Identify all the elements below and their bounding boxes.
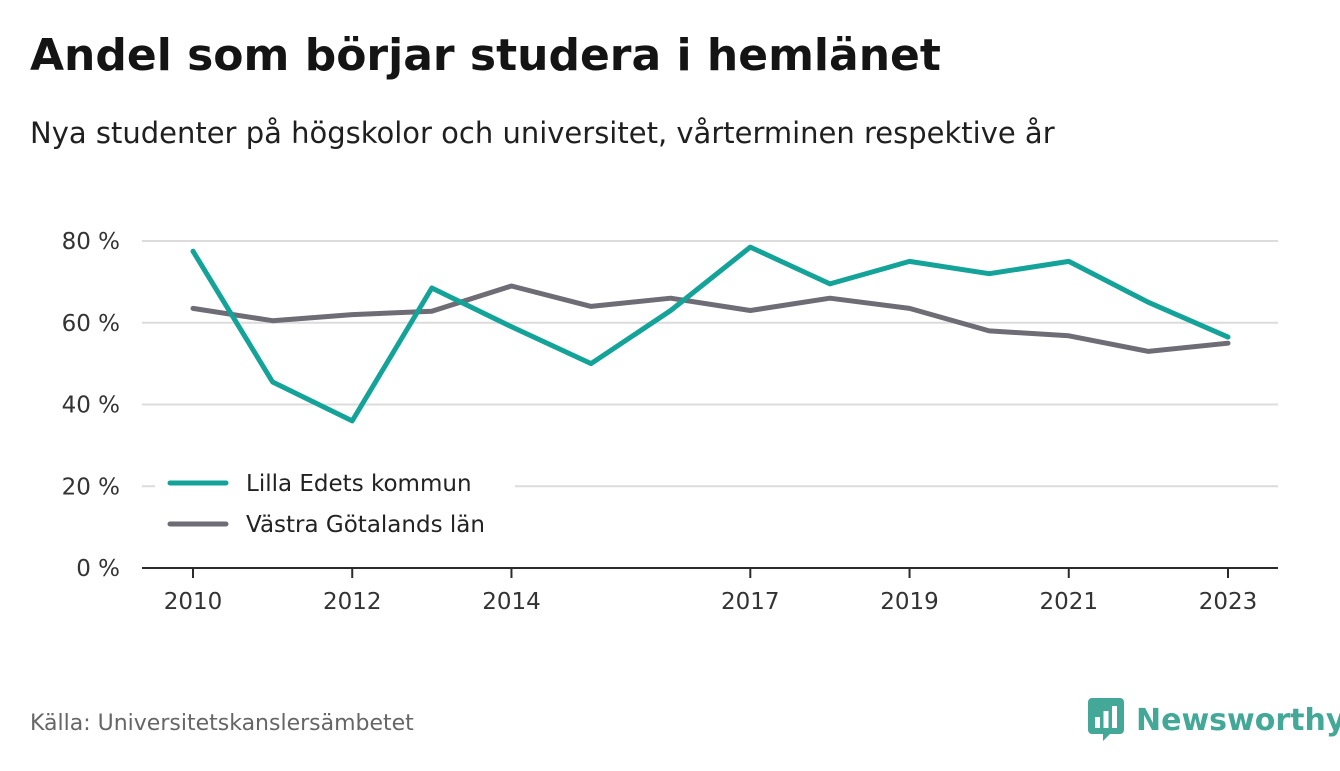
brand-name: Newsworthy xyxy=(1136,702,1340,738)
legend-background xyxy=(155,462,515,546)
x-tick-label: 2019 xyxy=(880,589,939,615)
y-tick-label: 20 % xyxy=(62,474,120,500)
source-note: Källa: Universitetskanslersämbetet xyxy=(30,711,414,736)
y-tick-label: 0 % xyxy=(76,556,120,582)
y-tick-label: 80 % xyxy=(62,229,120,255)
legend-label: Lilla Edets kommun xyxy=(246,471,472,497)
x-tick-label: 2014 xyxy=(482,589,541,615)
chart-title: Andel som börjar studera i hemlänet xyxy=(30,30,941,81)
x-tick-label: 2021 xyxy=(1039,589,1098,615)
series-line xyxy=(190,244,1231,424)
series-line xyxy=(190,283,1231,354)
x-tick-label: 2010 xyxy=(164,589,223,615)
y-axis-ticks: 0 % 20 % 40 % 60 % 80 % xyxy=(62,229,120,582)
newsworthy-logo-icon xyxy=(1088,698,1124,741)
legend: Lilla Edets kommun Västra Götalands län xyxy=(155,462,515,546)
y-tick-label: 60 % xyxy=(62,311,120,337)
x-tick-label: 2023 xyxy=(1199,589,1258,615)
series-lines xyxy=(190,244,1231,424)
legend-label: Västra Götalands län xyxy=(246,512,485,538)
x-tick-label: 2012 xyxy=(323,589,382,615)
x-axis-ticks: 2010 2012 2014 2017 2019 2021 2023 xyxy=(164,568,1258,615)
x-tick-label: 2017 xyxy=(721,589,780,615)
brand-logo: Newsworthy xyxy=(1088,698,1340,742)
chart-subtitle: Nya studenter på högskolor och universit… xyxy=(30,116,1055,150)
y-tick-label: 40 % xyxy=(62,393,120,419)
